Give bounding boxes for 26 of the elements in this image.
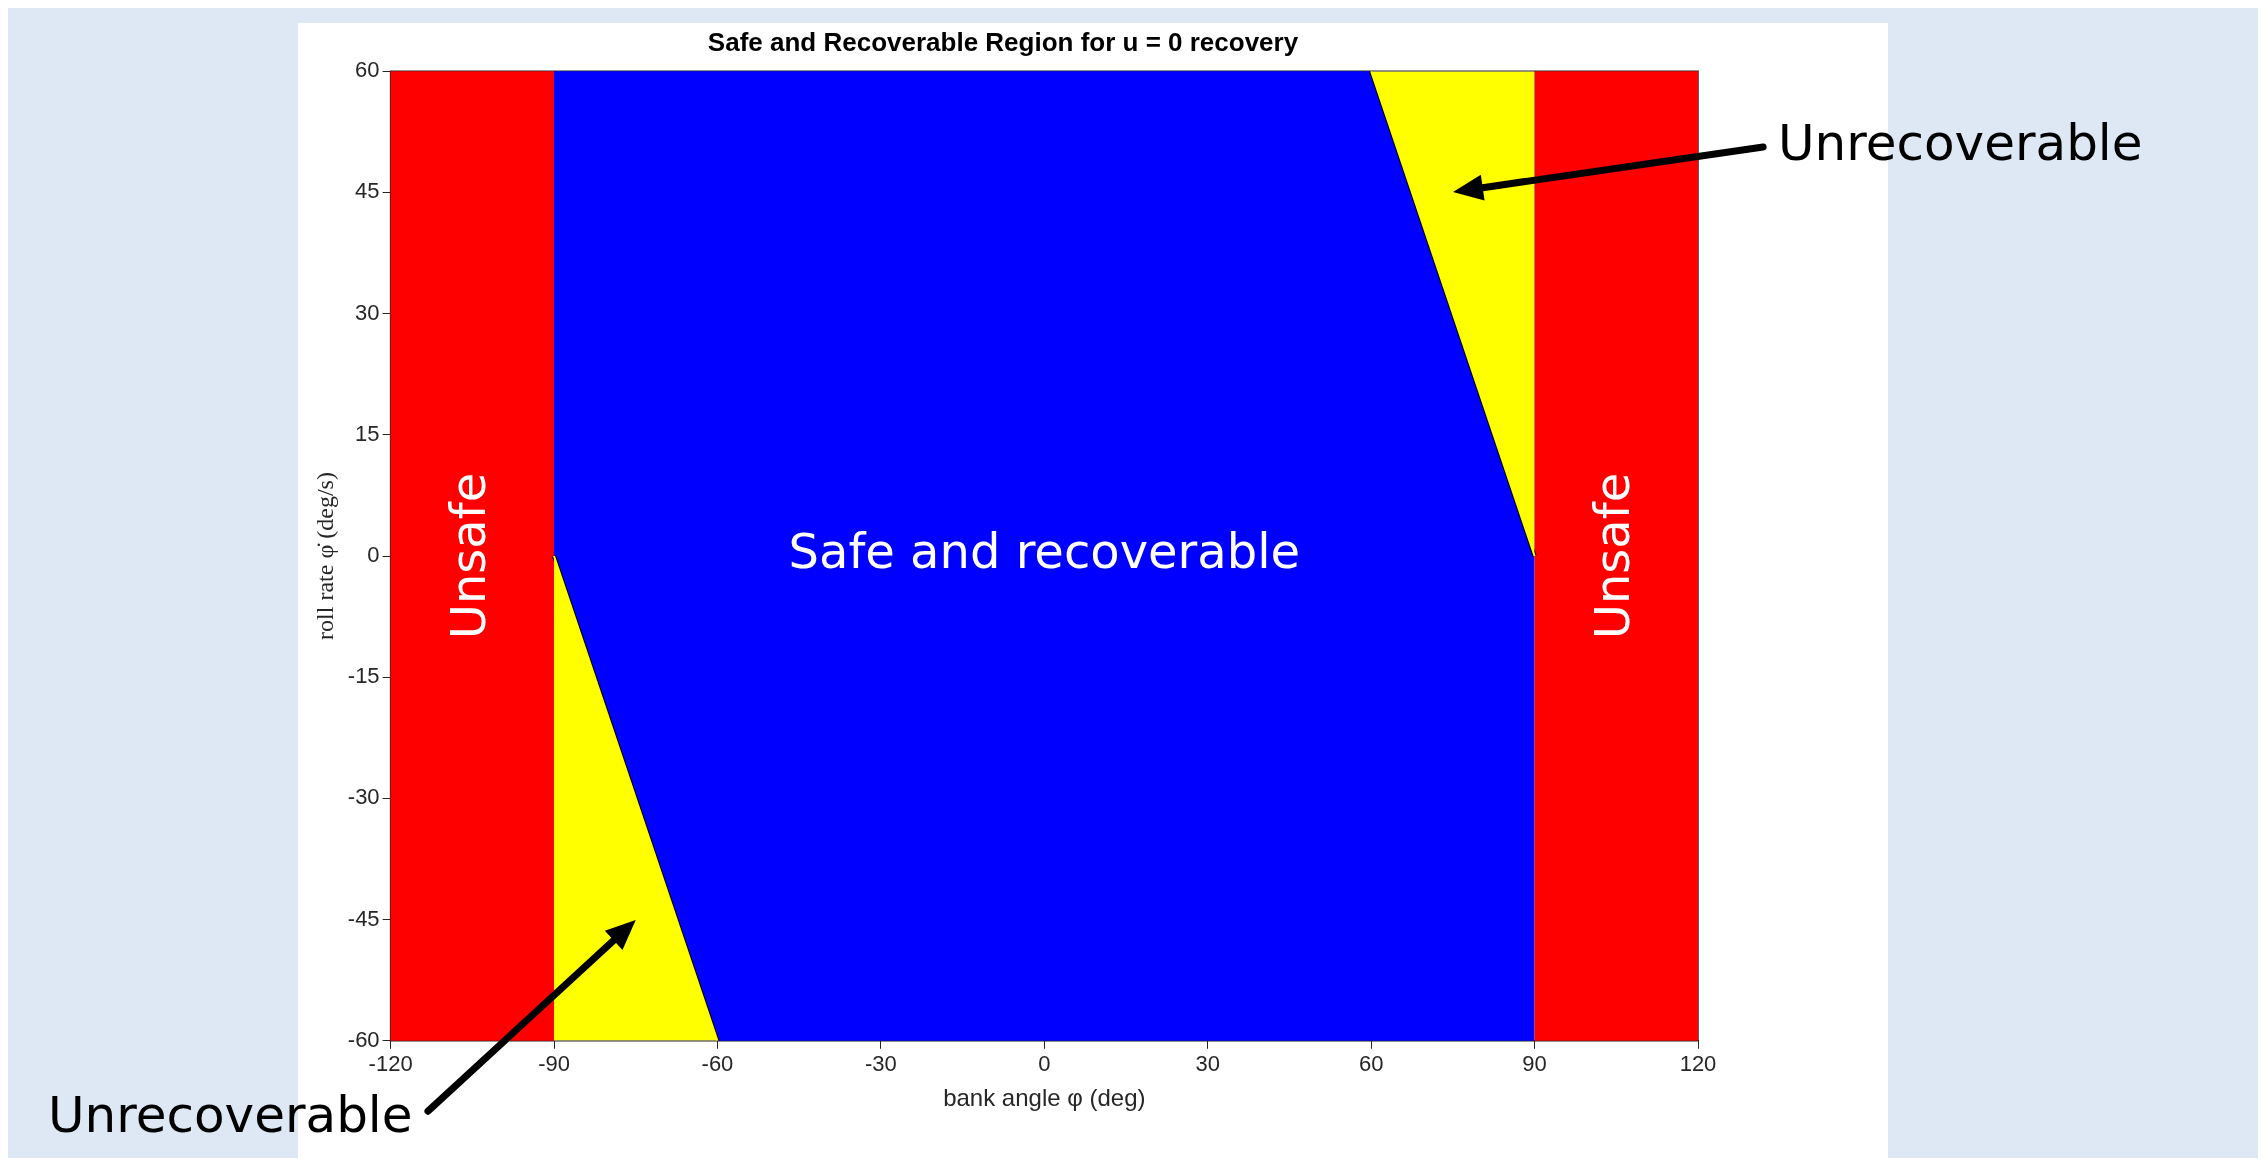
y-axis-title: roll rate φ̇ (deg/s) — [311, 472, 338, 640]
x-tick-label: 30 — [1195, 1051, 1220, 1077]
y-tick-label: 30 — [355, 299, 380, 325]
y-tick-label: -15 — [347, 663, 380, 689]
x-tick-label: -60 — [701, 1051, 734, 1077]
y-tick-label: 0 — [367, 542, 380, 568]
x-tick-label: 60 — [1358, 1051, 1384, 1077]
x-tick-label: 90 — [1522, 1051, 1547, 1077]
y-tick-label: -45 — [347, 905, 380, 931]
x-axis-title: bank angle φ (deg) — [943, 1084, 1146, 1112]
y-tick-label: 45 — [355, 178, 380, 204]
x-tick-label: -90 — [538, 1051, 570, 1077]
band-label: Unsafe — [439, 472, 496, 640]
y-tick-label: -30 — [347, 784, 380, 810]
y-tick-label: 15 — [355, 420, 380, 446]
text: Unrecoverable — [1778, 114, 2143, 173]
text: Unrecoverable — [48, 1085, 413, 1144]
x-tick-label: 120 — [1679, 1051, 1717, 1077]
y-tick-label: -60 — [347, 1026, 380, 1052]
band-label: Safe and recoverable — [788, 523, 1301, 580]
x-tick-label: -120 — [368, 1051, 413, 1077]
x-tick-label: -30 — [864, 1051, 897, 1077]
x-tick-label: 0 — [1038, 1051, 1051, 1077]
y-tick-label: 60 — [355, 57, 380, 83]
band-label: Unsafe — [1583, 472, 1640, 640]
chart-title: Safe and Recoverable Region for u = 0 recovery — [707, 26, 1299, 57]
